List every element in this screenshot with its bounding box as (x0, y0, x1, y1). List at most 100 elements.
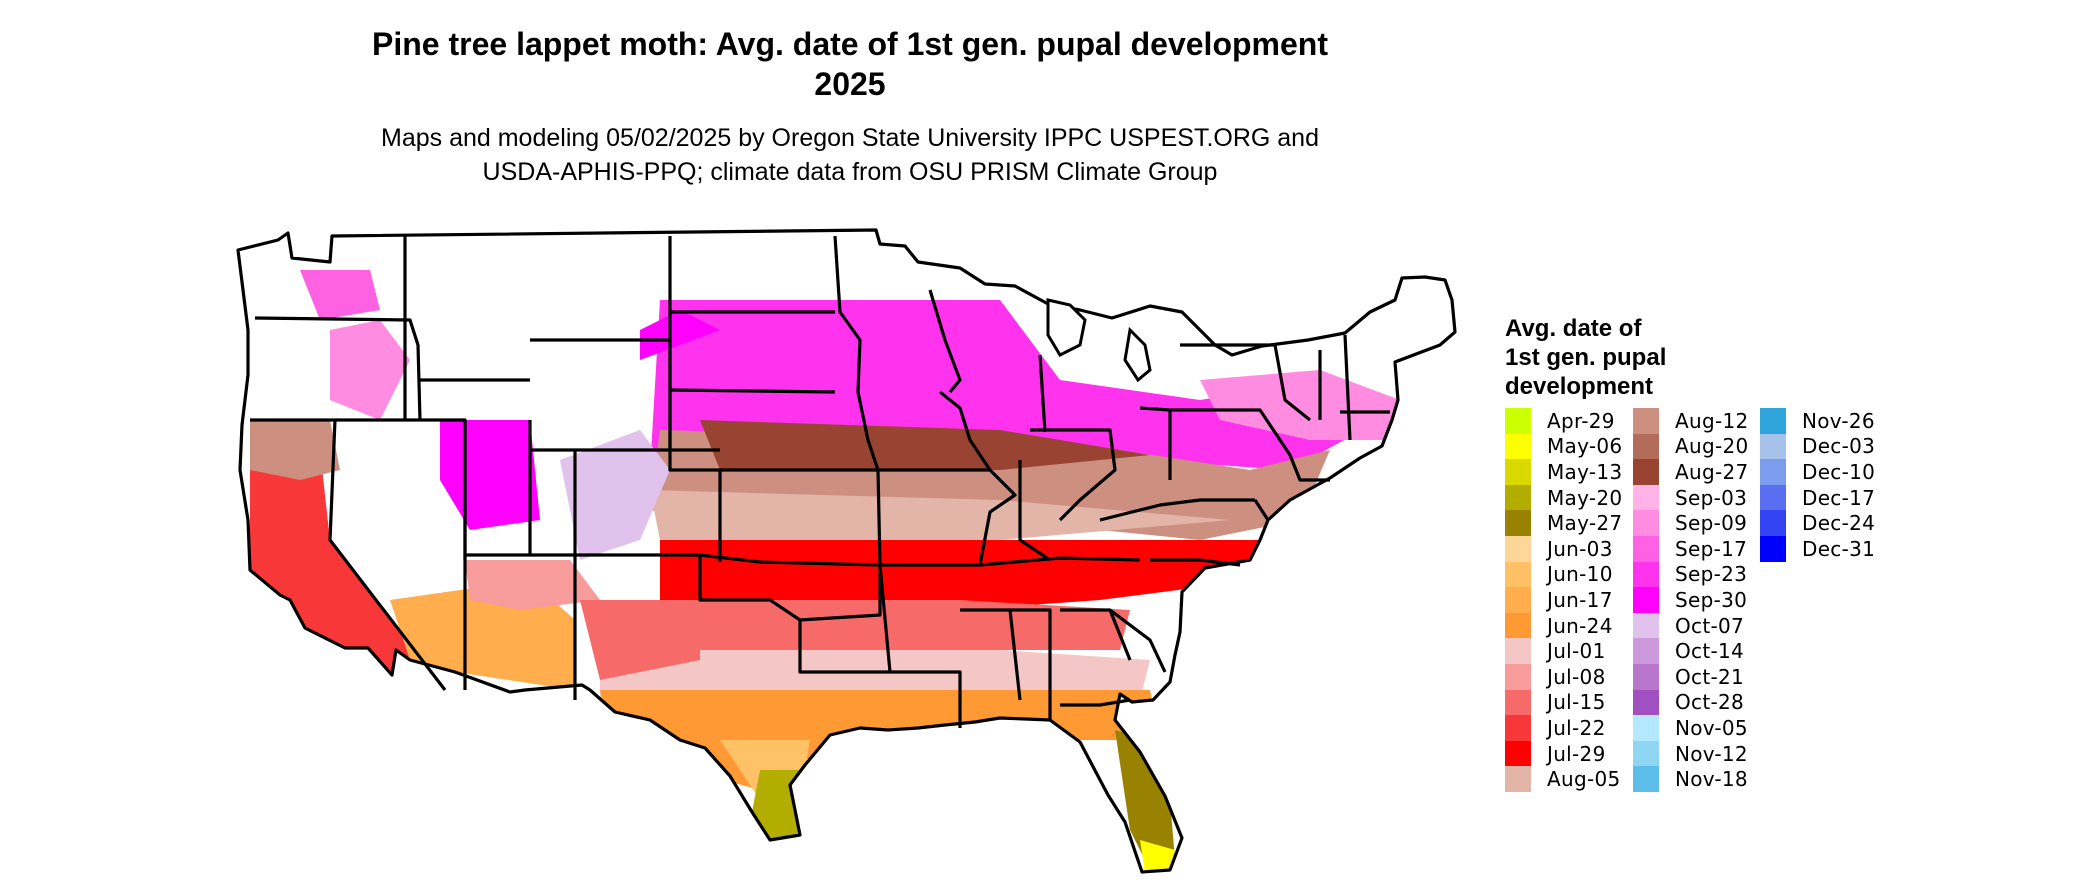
map-band-wa-inland (300, 270, 380, 320)
legend-label: Sep-03 (1675, 485, 1748, 510)
legend-item: Jun-17 (1505, 587, 1622, 613)
legend-label: Aug-20 (1675, 434, 1749, 459)
legend-item: Dec-03 (1760, 433, 1875, 460)
legend-item: Jun-03 (1505, 535, 1622, 562)
legend-swatch (1505, 433, 1531, 460)
legend-label: Oct-07 (1675, 613, 1745, 638)
map-band-florida-keys (1140, 840, 1175, 872)
legend-swatch (1505, 587, 1531, 613)
legend-item: Nov-26 (1760, 408, 1875, 434)
legend-label: Oct-14 (1675, 639, 1745, 664)
legend-swatch (1505, 638, 1531, 664)
legend-label: Sep-09 (1675, 511, 1748, 536)
legend-swatch (1505, 740, 1531, 767)
legend-item: Oct-07 (1633, 612, 1749, 639)
map-band-sep-30 (640, 310, 720, 360)
state-borders (236, 228, 1457, 874)
legend-item: Jun-10 (1505, 561, 1622, 588)
legend-swatch (1633, 484, 1659, 511)
map-title: Pine tree lappet moth: Avg. date of 1st … (250, 24, 1450, 104)
legend-label: Jul-08 (1547, 664, 1606, 689)
legend-label: Jul-01 (1547, 639, 1606, 664)
legend-swatch (1760, 535, 1786, 562)
map-subtitle-line-1: Maps and modeling 05/02/2025 by Oregon S… (381, 124, 1319, 152)
legend-item: Sep-23 (1633, 561, 1749, 588)
legend-item: Dec-17 (1760, 484, 1876, 511)
legend-swatch (1505, 510, 1531, 536)
map-title-line-1: Pine tree lappet moth: Avg. date of 1st … (372, 26, 1328, 62)
legend-item: Jul-15 (1505, 689, 1622, 716)
legend-label: Aug-27 (1675, 459, 1749, 484)
map-band-aug-05 (650, 490, 1230, 540)
legend-swatch (1633, 612, 1659, 639)
legend-swatch (1760, 408, 1786, 434)
legend-label: Aug-05 (1547, 767, 1621, 792)
map-band-texas-tip (752, 770, 810, 840)
legend-item: Sep-30 (1633, 587, 1749, 613)
map-band-az-north (465, 560, 600, 610)
legend-label: Apr-29 (1547, 408, 1615, 433)
legend-swatch (1505, 535, 1531, 562)
legend-label: Jun-17 (1547, 587, 1613, 612)
legend-swatch (1505, 663, 1531, 690)
legend-swatch (1505, 408, 1531, 434)
legend-item: Sep-03 (1633, 484, 1749, 511)
legend-item: Nov-18 (1633, 766, 1749, 792)
legend-item: May-06 (1505, 433, 1622, 460)
map-band-ca-north (250, 420, 340, 480)
legend-item: Oct-28 (1633, 689, 1749, 716)
legend-label: May-27 (1547, 511, 1623, 536)
legend-label: Jul-15 (1547, 690, 1606, 715)
legend-item: Aug-20 (1633, 433, 1749, 460)
legend-item: Apr-29 (1505, 408, 1622, 434)
legend-swatch (1760, 459, 1786, 485)
legend-item: Sep-09 (1633, 510, 1749, 536)
legend-item: Jul-22 (1505, 715, 1622, 741)
legend-item: Oct-14 (1633, 638, 1749, 664)
legend-swatch (1633, 740, 1659, 767)
legend-label: Jul-22 (1547, 715, 1606, 740)
map-band-co-plateau (560, 430, 670, 560)
legend-item: May-20 (1505, 484, 1623, 511)
legend-label: Jun-24 (1547, 613, 1613, 638)
legend-swatch (1633, 510, 1659, 536)
legend-item: Dec-24 (1760, 510, 1875, 536)
legend-swatch (1505, 689, 1531, 716)
legend-label: Jun-10 (1547, 562, 1613, 587)
legend-title-line-3: development (1505, 373, 1654, 400)
legend-column-1: Apr-29 May-06 May-13 May-20 May-27 Jun-03 Jun-… (1505, 408, 1622, 792)
legend-item: Nov-05 (1633, 715, 1749, 741)
legend-label: Nov-05 (1675, 715, 1748, 740)
legend-label: Dec-17 (1802, 485, 1876, 510)
legend-swatch (1633, 715, 1659, 741)
legend-label: May-20 (1547, 485, 1623, 510)
legend-item: Jul-01 (1505, 638, 1622, 664)
us-phenology-map (236, 228, 1457, 874)
legend-swatch (1505, 561, 1531, 588)
legend-item: May-13 (1505, 459, 1622, 485)
legend-title-line-2: 1st gen. pupal (1505, 344, 1667, 371)
legend-column-2: Aug-12 Aug-20 Aug-27 Sep-03 Sep-09 Sep-17 Sep-… (1633, 408, 1749, 792)
legend-swatch (1633, 766, 1659, 792)
legend-swatch (1633, 587, 1659, 613)
legend-item: Jun-24 (1505, 612, 1622, 639)
legend-label: Nov-18 (1675, 767, 1748, 792)
legend-item: Aug-12 (1633, 408, 1749, 434)
legend-label: Jun-03 (1547, 536, 1613, 561)
legend-swatch (1633, 638, 1659, 664)
legend-swatch (1505, 766, 1531, 792)
legend-label: Oct-28 (1675, 690, 1745, 715)
legend-swatch (1633, 535, 1659, 562)
map-band-or-inland (330, 320, 410, 420)
legend-item: Aug-27 (1633, 459, 1749, 485)
legend-swatch (1633, 408, 1659, 434)
legend-label: Nov-26 (1802, 408, 1875, 433)
legend-label: Nov-12 (1675, 741, 1748, 766)
legend-label: Sep-17 (1675, 536, 1748, 561)
legend-item: Sep-17 (1633, 535, 1749, 562)
legend-label: Oct-21 (1675, 664, 1745, 689)
legend-swatch (1505, 612, 1531, 639)
legend-label: Dec-10 (1802, 459, 1876, 484)
legend-swatch (1633, 689, 1659, 716)
map-band-florida-tip (1115, 730, 1175, 870)
